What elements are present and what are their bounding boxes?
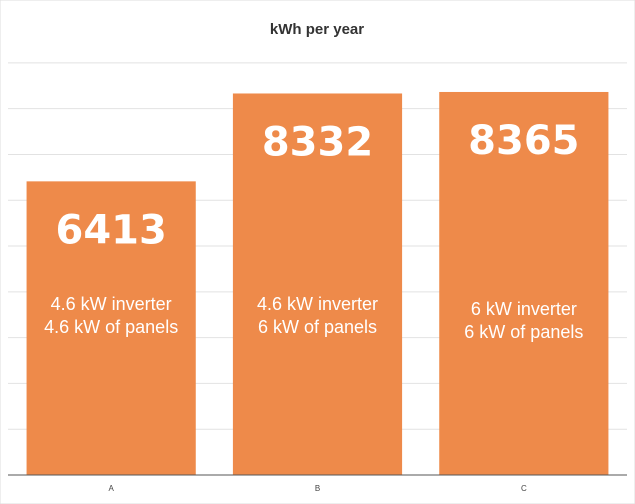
data-label-b: 8332	[262, 119, 373, 165]
bar-c	[439, 91, 609, 475]
bar-description-a-line-2: 4.6 kW of panels	[44, 317, 178, 337]
bar-b	[232, 93, 403, 475]
x-tick-label-a: A	[108, 484, 114, 493]
bar-description-b-line-1: 4.6 kW inverter	[257, 294, 378, 314]
x-tick-label-c: C	[521, 484, 527, 493]
data-label-a: 6413	[56, 207, 167, 253]
bar-description-c-line-1: 6 kW inverter	[471, 299, 577, 319]
x-tick-labels: A B C	[108, 484, 526, 493]
bar-description-c-line-2: 6 kW of panels	[464, 322, 583, 342]
bars	[26, 91, 609, 475]
bar-description-a-line-1: 4.6 kW inverter	[51, 294, 172, 314]
x-tick-label-b: B	[315, 484, 320, 493]
bar-a	[26, 181, 196, 475]
bar-labels: 6413 4.6 kW inverter 4.6 kW of panels 8332 4…	[44, 118, 583, 342]
data-label-c: 8365	[468, 118, 579, 164]
bar-description-b-line-2: 6 kW of panels	[258, 317, 377, 337]
chart-title: kWh per year	[270, 21, 364, 38]
